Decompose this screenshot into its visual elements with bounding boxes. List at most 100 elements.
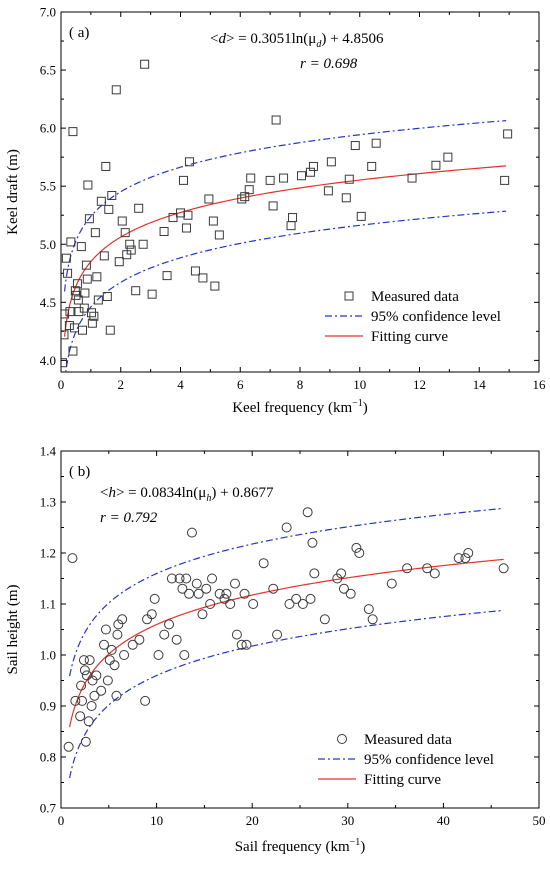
data-point xyxy=(107,190,117,200)
data-point xyxy=(463,548,474,558)
data-point xyxy=(207,573,218,584)
y-tick-label: 5.0 xyxy=(40,237,56,252)
data-point xyxy=(239,588,250,599)
correlation-text: r = 0.792 xyxy=(100,510,158,526)
data-point xyxy=(181,573,192,584)
data-point xyxy=(87,675,98,686)
data-point xyxy=(120,228,130,238)
data-point xyxy=(104,655,115,666)
data-point xyxy=(125,239,135,249)
data-point xyxy=(76,242,86,252)
data-layer xyxy=(61,59,513,372)
correlation-text: r = 0.698 xyxy=(300,56,358,72)
legend-label-fit: Fitting curve xyxy=(364,772,441,788)
data-point xyxy=(80,736,91,747)
data-point xyxy=(113,619,124,630)
data-point xyxy=(81,260,91,270)
x-tick-label: 6 xyxy=(237,377,244,392)
x-tick-label: 10 xyxy=(353,377,366,392)
data-point xyxy=(102,292,112,302)
data-point xyxy=(205,599,216,609)
data-point xyxy=(332,573,343,584)
ci-lower-line xyxy=(65,210,507,372)
data-point xyxy=(307,537,318,548)
data-point xyxy=(184,157,194,167)
legend-label-ci: 95% confidence level xyxy=(364,752,494,768)
data-point xyxy=(284,599,295,609)
data-point xyxy=(96,685,107,696)
y-tick-label: 0.7 xyxy=(40,801,57,816)
data-point xyxy=(198,273,208,283)
data-point xyxy=(92,272,102,282)
data-point xyxy=(500,175,510,185)
x-tick-label: 10 xyxy=(150,813,163,828)
data-point xyxy=(236,639,247,650)
data-point xyxy=(176,208,185,218)
data-point xyxy=(268,583,279,594)
data-point xyxy=(70,695,81,706)
data-point xyxy=(127,639,138,650)
y-tick-label: 7.0 xyxy=(40,5,56,20)
data-point xyxy=(179,650,190,660)
data-point xyxy=(100,624,111,635)
data-point xyxy=(82,274,92,284)
data-point xyxy=(503,129,513,139)
data-point xyxy=(105,325,115,335)
y-tick-label: 6.5 xyxy=(40,63,56,78)
data-point xyxy=(168,213,178,223)
data-point xyxy=(350,141,360,151)
panel-label: ( a) xyxy=(69,25,89,41)
data-point xyxy=(68,346,78,356)
data-point xyxy=(66,237,76,247)
data-point xyxy=(177,583,188,594)
y-axis-label: Keel draft (m) xyxy=(5,149,21,235)
data-point xyxy=(453,553,464,564)
data-point xyxy=(219,593,230,604)
data-point xyxy=(356,211,366,221)
data-point xyxy=(86,308,96,318)
data-point xyxy=(84,655,95,666)
data-point xyxy=(422,563,433,574)
y-tick-label: 1.3 xyxy=(40,495,56,510)
data-point xyxy=(65,307,75,317)
data-point xyxy=(81,670,92,681)
data-point xyxy=(84,214,94,224)
data-point xyxy=(181,223,191,233)
data-point xyxy=(174,573,185,584)
data-point xyxy=(63,268,73,278)
data-point xyxy=(159,226,169,236)
data-point xyxy=(191,578,202,589)
data-point xyxy=(74,307,84,317)
data-point xyxy=(147,289,157,299)
legend-label-measured: Measured data xyxy=(364,732,452,748)
data-point xyxy=(178,175,188,185)
data-point xyxy=(237,194,247,204)
data-point xyxy=(386,578,397,589)
data-point xyxy=(104,204,114,214)
data-point xyxy=(193,588,204,599)
panel-label: ( b) xyxy=(69,464,90,480)
data-point xyxy=(119,650,130,660)
data-point xyxy=(246,173,256,183)
data-point xyxy=(204,194,214,204)
data-point xyxy=(79,665,90,676)
y-tick-label: 6.0 xyxy=(40,121,56,136)
x-tick-label: 14 xyxy=(473,377,487,392)
data-point xyxy=(286,221,296,231)
data-point xyxy=(80,288,90,298)
data-point xyxy=(354,548,365,558)
data-point xyxy=(171,634,182,645)
chart-panel-b: 0 10 20 30 40 50 0.7 0.8 0.9 1.0 1.1 1.2 1.3 1.4 Sail … xyxy=(5,444,546,856)
legend-marker xyxy=(337,734,347,744)
fit-equation: <h> = 0.0834ln(μh) + 0.8677 xyxy=(100,485,274,504)
x-tick-label: 0 xyxy=(58,377,65,392)
x-tick-label: 20 xyxy=(246,813,259,828)
data-point xyxy=(319,614,330,625)
data-point xyxy=(344,174,354,184)
data-point xyxy=(126,245,136,255)
data-point xyxy=(117,216,127,226)
ci-lower-line xyxy=(69,609,504,779)
data-point xyxy=(268,201,278,211)
data-point xyxy=(86,701,97,711)
